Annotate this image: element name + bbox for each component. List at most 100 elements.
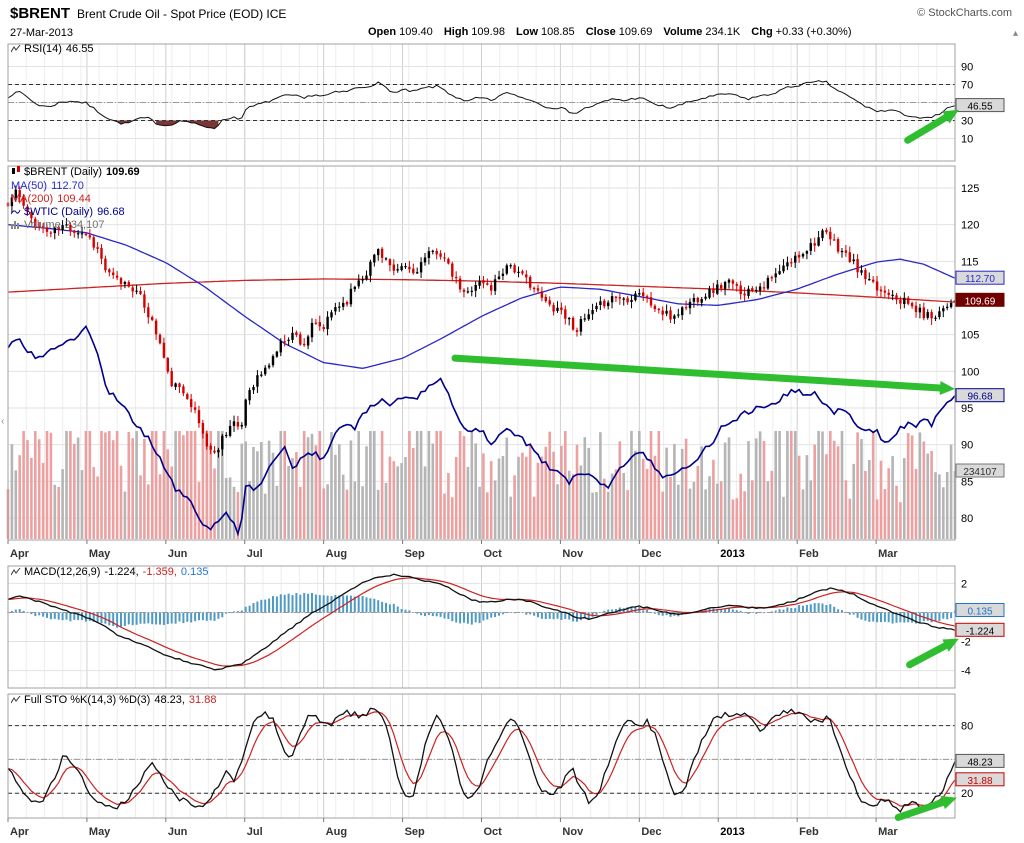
wtic-label: $WTIC (Daily) — [24, 206, 94, 218]
wtic-line-icon — [10, 209, 21, 215]
low-label: Low — [516, 26, 539, 38]
rsi-indicator-icon — [10, 44, 21, 53]
candlestick-icon — [12, 166, 20, 174]
chart-date: 27-Mar-2013 — [10, 27, 73, 39]
x-axis-label: Feb — [799, 826, 819, 838]
ma200-value: 109.44 — [57, 193, 91, 205]
x-axis-label: Jun — [168, 826, 188, 838]
x-axis-label: Sep — [405, 826, 425, 838]
annotation-arrow — [942, 638, 959, 652]
axis-value-box: 112.70 — [965, 274, 995, 285]
y-axis-label: 120 — [961, 220, 979, 232]
close-value: 109.69 — [618, 26, 653, 38]
x-axis-label: Apr — [10, 548, 30, 560]
price-symbol-value: 109.69 — [106, 166, 140, 178]
x-axis-label: Nov — [562, 826, 584, 838]
ma200-label: MA(200) — [11, 193, 54, 205]
x-axis-label: Oct — [484, 548, 503, 560]
sto-value-k: 48.23, — [154, 694, 185, 706]
axis-value-box: 234107 — [963, 467, 997, 478]
price-symbol-label: $BRENT (Daily) — [24, 166, 103, 178]
annotation-arrow — [940, 795, 957, 810]
open-value: 109.40 — [399, 26, 433, 38]
quote-strip: Open 109.40 High 109.98 Low 108.85 Close 109… — [368, 26, 852, 38]
ma200-legend: MA(200) 109.44 — [11, 193, 91, 205]
volume-value: 234.1K — [705, 26, 741, 38]
open-label: Open — [368, 26, 397, 38]
y-axis-label: -2 — [961, 637, 971, 649]
chg-label: Chg — [751, 26, 773, 38]
sto-panel — [7, 707, 956, 813]
macd-value-2: -1.359, — [142, 566, 177, 578]
axis-value-box: 96.68 — [967, 392, 992, 403]
ma50-value: 112.70 — [51, 180, 84, 192]
scroll-left-icon[interactable]: ‹ — [1, 416, 5, 427]
chart-header: $BRENT Brent Crude Oil - Spot Price (EOD)… — [10, 5, 286, 23]
ma50-legend: MA(50) 112.70 — [11, 180, 84, 192]
rsi-value: 46.55 — [65, 43, 94, 55]
macd-legend: MACD(12,26,9) -1.224, -1.359, 0.135 — [10, 566, 209, 578]
axis-value-box: 46.55 — [967, 102, 992, 113]
high-value: 109.98 — [471, 26, 505, 38]
x-axis-label: Oct — [484, 826, 503, 838]
low-value: 108.85 — [541, 26, 575, 38]
x-axis-label: Aug — [326, 548, 347, 560]
macd-value-3: 0.135 — [180, 566, 209, 578]
symbol-title: $BRENT — [10, 5, 71, 22]
x-axis-label: Dec — [641, 548, 661, 560]
volume-label: Volume — [663, 26, 703, 38]
rsi-legend: RSI(14) 46.55 — [10, 43, 94, 55]
x-axis-label: Feb — [799, 548, 819, 560]
x-axis-label: Apr — [10, 826, 30, 838]
y-axis-label: 80 — [961, 513, 973, 525]
x-axis-label: Dec — [641, 826, 661, 838]
macd-label: MACD(12,26,9) — [24, 566, 101, 578]
y-axis-label: 95 — [961, 403, 973, 415]
axis-value-box: 31.88 — [967, 776, 992, 787]
wtic-legend: $WTIC (Daily) 96.68 — [10, 206, 125, 218]
price-legend: $BRENT (Daily) 109.69 — [11, 166, 140, 178]
volume-legend-label: Volume — [24, 219, 61, 231]
y-axis-label: 105 — [961, 330, 979, 342]
x-axis-label: Nov — [562, 548, 584, 560]
macd-indicator-icon — [10, 567, 21, 576]
sto-legend: Full STO %K(14,3) %D(3) 48.23, 31.88 — [10, 694, 217, 706]
instrument-title: Brent Crude Oil - Spot Price (EOD) ICE — [77, 7, 287, 21]
wtic-value: 96.68 — [97, 206, 125, 218]
sto-label: Full STO %K(14,3) %D(3) — [24, 694, 151, 706]
annotation-arrow — [942, 109, 959, 124]
y-axis-label: 2 — [961, 578, 967, 590]
y-axis-label: 115 — [961, 256, 979, 268]
axis-value-box: 109.69 — [965, 296, 996, 307]
y-axis-label: 100 — [961, 366, 979, 378]
x-axis-label: May — [89, 826, 111, 838]
high-label: High — [443, 26, 469, 38]
arrows — [451, 109, 959, 821]
copyright-text: © StockCharts.com — [917, 7, 1012, 19]
y-axis-label: -4 — [961, 666, 971, 678]
scroll-up-icon[interactable]: ▴ — [1012, 28, 1018, 39]
macd-value-1: -1.224, — [104, 566, 139, 578]
rsi-panel — [7, 80, 956, 130]
axis-value-box: -1.224 — [966, 626, 995, 637]
axis: 9070503010125120115110105100959085802-2-… — [7, 43, 1005, 838]
sto-indicator-icon — [10, 695, 21, 704]
x-axis-label: 2013 — [720, 826, 744, 838]
axis-value-box: 48.23 — [967, 757, 992, 768]
price-panel — [6, 185, 957, 539]
y-axis-label: 70 — [961, 80, 973, 92]
y-axis-label: 80 — [961, 721, 973, 733]
y-axis-label: 20 — [961, 788, 973, 800]
x-axis-label: Jul — [247, 826, 263, 838]
x-axis-label: May — [89, 548, 111, 560]
axis-value-box: 0.135 — [967, 607, 992, 618]
volume-bars-icon — [11, 221, 19, 229]
y-axis-label: 125 — [961, 183, 979, 195]
macd-panel — [7, 573, 956, 671]
volume-legend: Volume 234,107 — [11, 219, 104, 231]
chg-value: +0.33 (+0.30%) — [775, 26, 852, 38]
x-axis-label: 2013 — [720, 548, 744, 560]
sto-value-d: 31.88 — [188, 694, 217, 706]
